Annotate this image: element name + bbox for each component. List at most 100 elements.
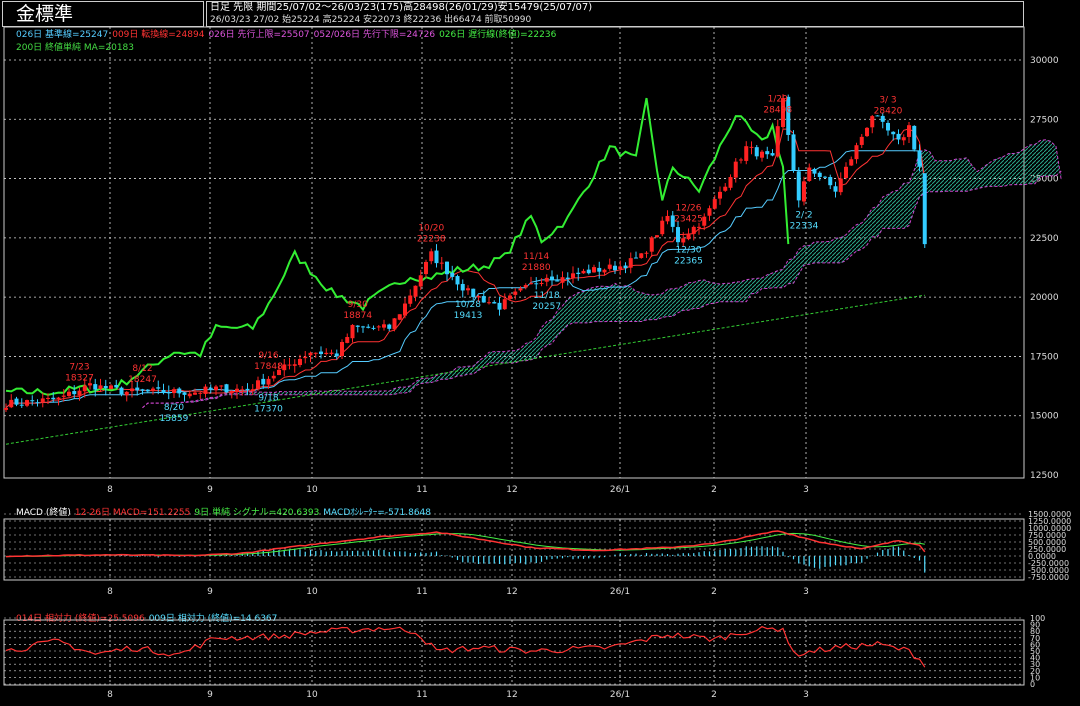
candle-body [19,404,24,406]
price-x-tick-label: 9 [207,485,213,495]
candle-body [786,96,791,135]
candle-body [607,264,612,269]
candle-body [224,384,229,393]
rsi-legend-item: 009日 相対力 (終値)=14.6367 [148,614,278,624]
annotation-price-label: 22365 [674,256,703,266]
candle-body [282,364,287,371]
candle-body [823,176,827,178]
candle-body [329,352,334,354]
candle-body [256,380,260,390]
candle-body [9,399,14,408]
candle-body [581,270,586,274]
candle-body [25,400,29,406]
annotation-date-label: 9/30 [348,300,368,310]
candle-body [261,378,266,385]
candle-body [901,137,906,141]
candle-body [723,186,728,191]
annotation-date-label: 11/14 [523,252,549,262]
candle-body [634,257,638,259]
candle-body [345,337,350,343]
candle-body [649,237,654,252]
candle-body [576,272,581,274]
rsi-y-tick-label: 0 [1030,680,1035,689]
candle-body [922,173,927,245]
annotation-price-label: 17848 [254,362,283,372]
candle-body [760,151,764,158]
candle-body [639,253,644,258]
annotation-date-label: 9/16 [258,351,278,361]
candle-body [172,389,176,394]
price-y-tick-label: 20000 [1030,293,1059,303]
candle-body [88,383,92,386]
candle-body [313,352,318,354]
rsi-y-tick-label: 50 [1030,647,1040,656]
candle-body [445,261,449,275]
candle-body [628,258,633,268]
candle-body [366,326,371,328]
main-legend-item: 052/026日 先行下限=24726 [313,30,436,40]
candle-body [502,299,507,310]
candle-body [98,385,103,389]
rsi-x-tick-label: 2 [711,690,717,700]
candle-body [655,235,659,238]
candle-body [791,134,796,171]
candle-body [14,398,19,405]
macd-legend-item: MACDｵｼﾚｰﾀｰ=-571.8648 [323,508,432,518]
candle-body [308,352,313,356]
price-x-tick-label: 12 [506,485,517,495]
candle-body [245,388,250,391]
candle-body [523,285,528,288]
candle-body [418,275,423,287]
price-panel-frame [3,26,1025,479]
annotation-date-label: 12/26 [676,203,702,213]
macd-x-tick-label: 3 [803,587,809,597]
candle-body [103,385,108,389]
candle-body [691,226,696,234]
candle-body [119,387,124,395]
senkou-span-a-line [142,139,1062,409]
candle-body [161,389,166,394]
candle-body [739,159,743,161]
candle-body [844,166,848,178]
rsi-y-tick-label: 40 [1030,654,1040,663]
candle-body [733,161,738,178]
candle-body [718,191,722,199]
candle-body [602,269,607,273]
candle-body [865,127,869,137]
candle-body [781,98,785,128]
kijun-line [5,150,926,409]
candle-body [208,387,213,389]
candle-body [597,267,602,272]
candle-body [124,391,129,396]
main-legend-item: 026日 先行上限=25507 [208,30,310,40]
macd-y-tick-label: 1000.0000 [1028,524,1071,533]
candle-body [749,146,754,148]
candle-body [880,115,885,122]
annotation-price-label: 18247 [128,375,157,385]
candle-body [135,387,140,391]
candle-body [534,283,539,285]
candle-body [560,277,565,283]
candle-body [460,283,465,291]
candle-body [466,288,470,291]
annotation-price-label: 22334 [790,221,819,231]
candle-body [114,384,119,388]
candle-body [644,252,649,254]
candle-body [796,171,801,201]
candle-body [151,388,155,391]
price-x-tick-label: 3 [803,485,809,495]
candle-body [271,375,276,379]
annotation-date-label: 2/ 2 [795,210,812,220]
candle-body [775,126,780,157]
candle-body [130,388,134,392]
candle-body [235,388,239,392]
annotation-price-label: 28420 [874,106,903,116]
macd-line [5,530,926,558]
candle-body [471,288,476,298]
candle-body [833,186,838,192]
candle-body [618,266,623,270]
candle-body [350,324,355,339]
candle-body [550,276,554,281]
candle-body [298,358,302,366]
